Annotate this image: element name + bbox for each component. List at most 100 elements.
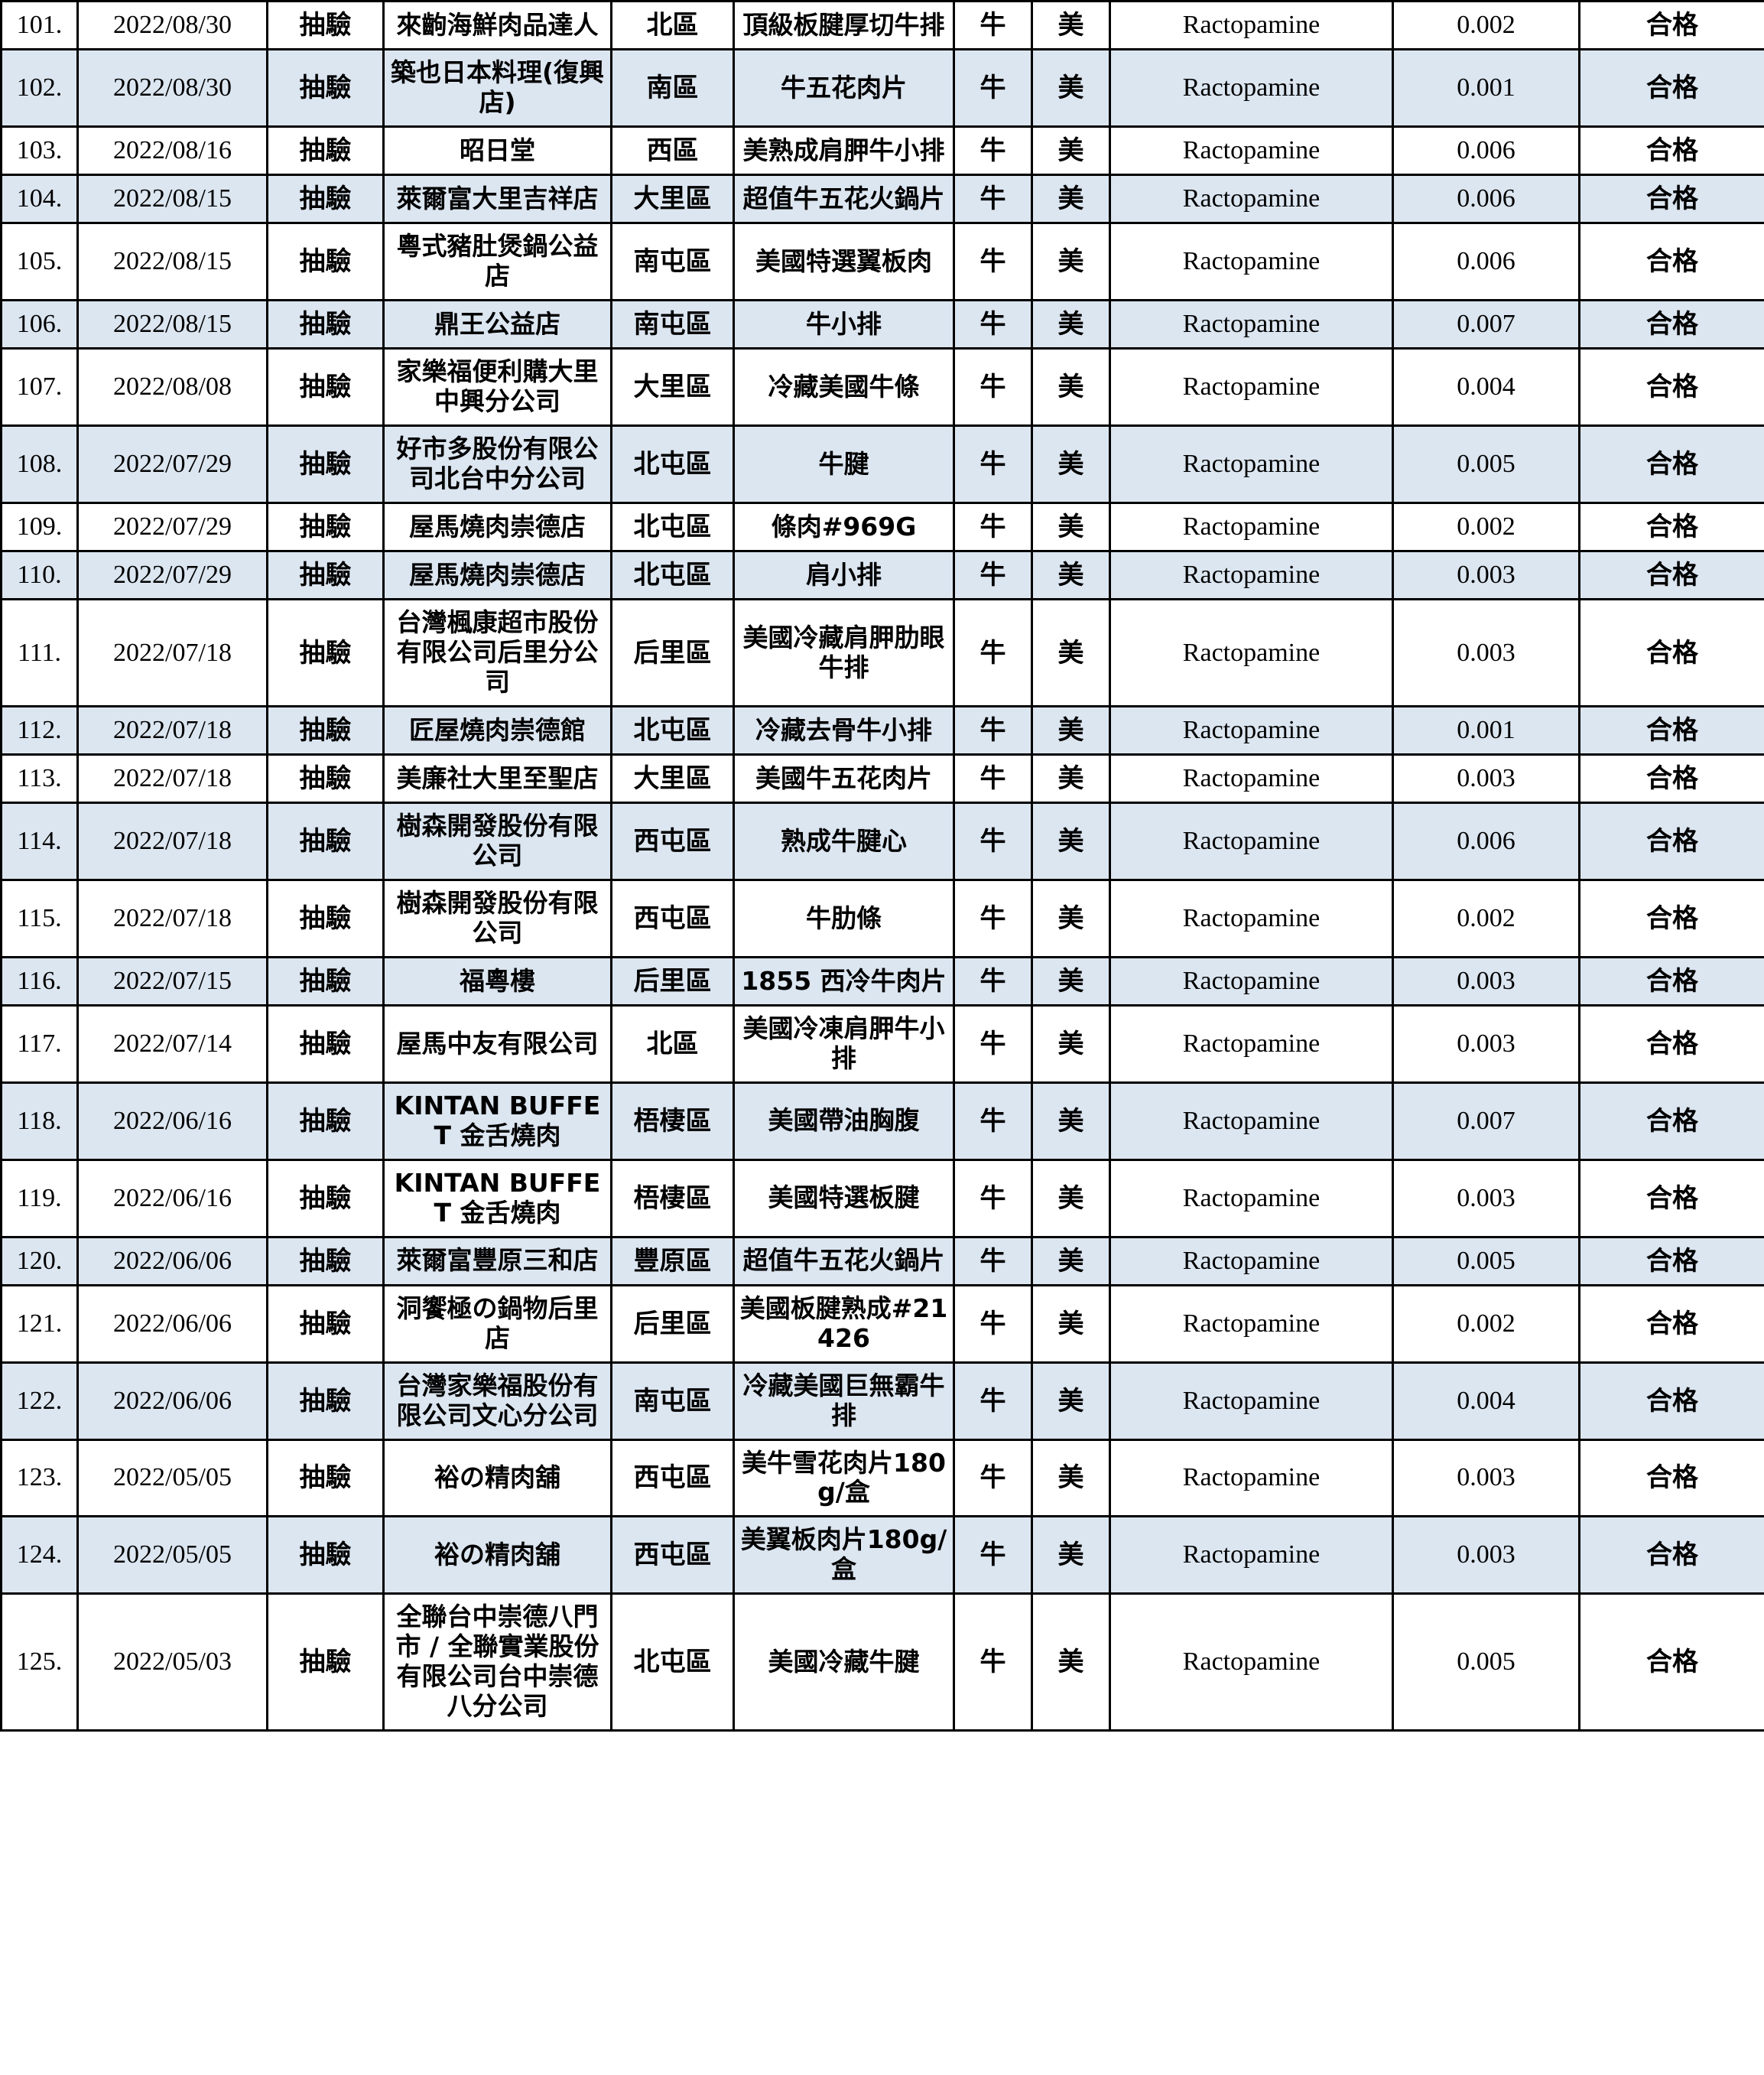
test-item-cell: Ractopamine <box>1109 0 1394 51</box>
table-row: 110. 2022/07/29 抽驗 屋馬燒肉崇德店 北屯區 肩小排牛美 Ractopami… <box>0 550 1764 601</box>
inspection-date-cell: 2022/06/06 <box>76 1283 268 1364</box>
meat-type-cell: 牛 <box>953 1004 1033 1084</box>
origin-cell: 美 <box>1031 424 1111 504</box>
test-item-cell: Ractopamine <box>1109 347 1394 428</box>
row-number-cell: 113. <box>0 753 79 805</box>
inspection-date-cell: 2022/07/18 <box>76 704 268 756</box>
test-result-cell: 合格 <box>1578 598 1764 707</box>
table-body: 101. 2022/08/30 抽驗 來齣海鮮肉品達人 北區 頂級板腱厚切牛排牛美 Ract… <box>0 0 1764 1732</box>
test-result-cell: 合格 <box>1578 1438 1764 1518</box>
test-value-cell: 0.006 <box>1392 222 1580 302</box>
origin-cell: 美 <box>1031 1515 1111 1595</box>
district-cell: 后里區 <box>610 598 735 707</box>
origin-cell: 美 <box>1031 1361 1111 1441</box>
test-value-cell: 0.003 <box>1392 1515 1580 1595</box>
table-row: 122. 2022/06/06 抽驗 台灣家樂福股份有限公司文心分公司 南屯區 冷藏美國巨… <box>0 1361 1764 1441</box>
district-cell: 西屯區 <box>610 802 735 882</box>
test-value-cell: 0.002 <box>1392 501 1580 553</box>
table-row: 104. 2022/08/15 抽驗 萊爾富大里吉祥店 大里區 超值牛五花火鍋片牛美 Rac… <box>0 174 1764 225</box>
table-row: 114. 2022/07/18 抽驗 樹森開發股份有限公司 西屯區 熟成牛腱心牛美 Ract… <box>0 802 1764 882</box>
case-type-cell: 抽驗 <box>266 424 385 504</box>
inspection-results-table: 101. 2022/08/30 抽驗 來齣海鮮肉品達人 北區 頂級板腱厚切牛排牛美 Ract… <box>0 0 1764 1732</box>
district-cell: 豐原區 <box>610 1235 735 1286</box>
business-name-cell: 鼎王公益店 <box>382 299 612 350</box>
test-value-cell: 0.005 <box>1392 424 1580 504</box>
meat-type-cell: 牛 <box>953 1081 1033 1161</box>
case-type-cell: 抽驗 <box>266 174 385 225</box>
inspection-date-cell: 2022/07/15 <box>76 955 268 1007</box>
test-result-cell: 合格 <box>1578 1158 1764 1238</box>
row-number-cell: 106. <box>0 299 79 350</box>
origin-cell: 美 <box>1031 222 1111 302</box>
inspection-date-cell: 2022/08/30 <box>76 48 268 128</box>
district-cell: 北屯區 <box>610 704 735 756</box>
test-value-cell: 0.007 <box>1392 299 1580 350</box>
row-number-cell: 111. <box>0 598 79 707</box>
row-number-cell: 119. <box>0 1158 79 1238</box>
business-name-cell: 粵式豬肚煲鍋公益店 <box>382 222 612 302</box>
inspection-date-cell: 2022/05/05 <box>76 1515 268 1595</box>
inspection-date-cell: 2022/07/18 <box>76 879 268 958</box>
case-type-cell: 抽驗 <box>266 222 385 302</box>
table-row: 120. 2022/06/06 抽驗 萊爾富豐原三和店 豐原區 超值牛五花火鍋片牛美 Rac… <box>0 1235 1764 1286</box>
district-cell: 梧棲區 <box>610 1081 735 1161</box>
case-type-cell: 抽驗 <box>266 1235 385 1286</box>
test-item-cell: Ractopamine <box>1109 1592 1394 1732</box>
case-type-cell: 抽驗 <box>266 0 385 51</box>
meat-type-cell: 牛 <box>953 174 1033 225</box>
district-cell: 西屯區 <box>610 1438 735 1518</box>
test-item-cell: Ractopamine <box>1109 1158 1394 1238</box>
test-item-cell: Ractopamine <box>1109 1081 1394 1161</box>
row-number-cell: 117. <box>0 1004 79 1084</box>
product-name-cell: 牛小排 <box>733 299 955 350</box>
row-number-cell: 104. <box>0 174 79 225</box>
meat-type-cell: 牛 <box>953 1592 1033 1732</box>
inspection-date-cell: 2022/08/16 <box>76 125 268 177</box>
business-name-cell: KINTAN BUFFET 金舌燒肉 <box>382 1081 612 1161</box>
row-number-cell: 125. <box>0 1592 79 1732</box>
meat-type-cell: 牛 <box>953 802 1033 882</box>
row-number-cell: 108. <box>0 424 79 504</box>
inspection-date-cell: 2022/07/18 <box>76 802 268 882</box>
table-row: 116. 2022/07/15 抽驗 福粵樓 后里區 1855 西冷牛肉片牛美 Ractop… <box>0 955 1764 1007</box>
meat-type-cell: 牛 <box>953 1438 1033 1518</box>
origin-cell: 美 <box>1031 879 1111 958</box>
table-row: 112. 2022/07/18 抽驗 匠屋燒肉崇德館 北屯區 冷藏去骨牛小排牛美 Racto… <box>0 704 1764 756</box>
test-value-cell: 0.006 <box>1392 802 1580 882</box>
test-value-cell: 0.005 <box>1392 1592 1580 1732</box>
test-value-cell: 0.004 <box>1392 347 1580 428</box>
district-cell: 南屯區 <box>610 1361 735 1441</box>
business-name-cell: 裕の精肉舖 <box>382 1438 612 1518</box>
meat-type-cell: 牛 <box>953 424 1033 504</box>
test-result-cell: 合格 <box>1578 1361 1764 1441</box>
table-row: 123. 2022/05/05 抽驗 裕の精肉舖 西屯區 美牛雪花肉片180g/盒牛美 Ra… <box>0 1438 1764 1518</box>
row-number-cell: 101. <box>0 0 79 51</box>
test-result-cell: 合格 <box>1578 955 1764 1007</box>
case-type-cell: 抽驗 <box>266 48 385 128</box>
inspection-date-cell: 2022/06/06 <box>76 1361 268 1441</box>
table-row: 115. 2022/07/18 抽驗 樹森開發股份有限公司 西屯區 牛肋條牛美 Ractop… <box>0 879 1764 958</box>
meat-type-cell: 牛 <box>953 753 1033 805</box>
meat-type-cell: 牛 <box>953 347 1033 428</box>
district-cell: 北屯區 <box>610 501 735 553</box>
row-number-cell: 107. <box>0 347 79 428</box>
test-result-cell: 合格 <box>1578 1235 1764 1286</box>
meat-type-cell: 牛 <box>953 299 1033 350</box>
test-item-cell: Ractopamine <box>1109 299 1394 350</box>
case-type-cell: 抽驗 <box>266 1438 385 1518</box>
test-result-cell: 合格 <box>1578 125 1764 177</box>
row-number-cell: 123. <box>0 1438 79 1518</box>
district-cell: 大里區 <box>610 174 735 225</box>
inspection-date-cell: 2022/08/30 <box>76 0 268 51</box>
origin-cell: 美 <box>1031 955 1111 1007</box>
row-number-cell: 120. <box>0 1235 79 1286</box>
test-value-cell: 0.002 <box>1392 879 1580 958</box>
test-value-cell: 0.003 <box>1392 1004 1580 1084</box>
test-result-cell: 合格 <box>1578 222 1764 302</box>
test-result-cell: 合格 <box>1578 48 1764 128</box>
business-name-cell: 好市多股份有限公司北台中分公司 <box>382 424 612 504</box>
test-item-cell: Ractopamine <box>1109 955 1394 1007</box>
meat-type-cell: 牛 <box>953 550 1033 601</box>
table-row: 103. 2022/08/16 抽驗 昭日堂 西區 美熟成肩胛牛小排牛美 Ractopami… <box>0 125 1764 177</box>
test-result-cell: 合格 <box>1578 299 1764 350</box>
